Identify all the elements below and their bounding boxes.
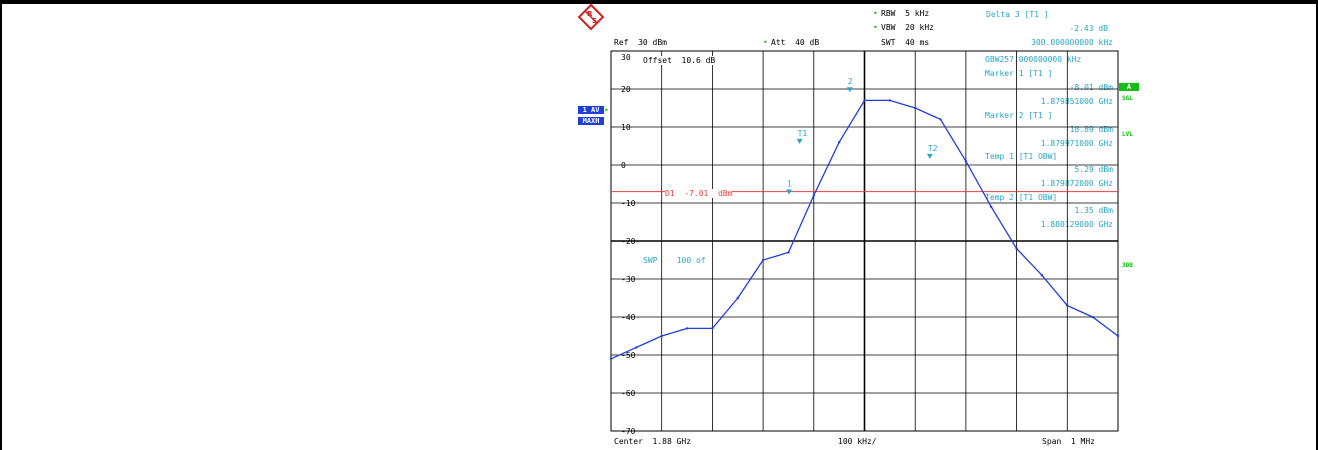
marker-symbol bbox=[926, 153, 933, 159]
vbw-label: VBW 20 kHz bbox=[881, 23, 934, 32]
markers: 2 1 T2 T1 bbox=[785, 77, 938, 195]
marker-label: 1 bbox=[787, 179, 792, 188]
trace-point bbox=[914, 106, 917, 110]
trace-dot: • bbox=[604, 106, 609, 115]
marker-label: T1 bbox=[798, 129, 808, 138]
trace-point bbox=[1040, 274, 1044, 277]
y-tick-label: 20 bbox=[621, 85, 631, 94]
grid bbox=[610, 50, 1119, 432]
trace-point bbox=[711, 327, 714, 330]
trace-point bbox=[1015, 247, 1018, 250]
readout-line: Delta 3 [T1 ] bbox=[986, 10, 1049, 19]
3db-badge: 3DB bbox=[1122, 262, 1133, 269]
rbw-dot: • bbox=[873, 9, 878, 18]
trace-point bbox=[660, 334, 663, 338]
screen-a-badge[interactable]: A bbox=[1119, 83, 1139, 91]
single-sweep-badge: SGL bbox=[1122, 95, 1133, 102]
trace-point bbox=[787, 251, 790, 254]
att-label: Att 40 dB bbox=[771, 38, 820, 47]
trace-point bbox=[609, 357, 613, 360]
frame-top-border bbox=[0, 0, 1318, 4]
sweep-count-label: SWP 100 of bbox=[643, 256, 706, 265]
trace-point bbox=[736, 296, 739, 300]
y-tick-label: -30 bbox=[621, 275, 636, 284]
svg-text:S: S bbox=[592, 17, 597, 25]
y-tick-label: -10 bbox=[621, 199, 636, 208]
display-line-label: D1 -7.01 dBm bbox=[665, 189, 733, 198]
y-tick-label: 0 bbox=[621, 161, 626, 170]
screen-a-label: A bbox=[1126, 83, 1132, 91]
frame-left-border bbox=[0, 0, 2, 450]
ref-label: Ref 30 dBm bbox=[614, 38, 667, 47]
y-tick-label: -20 bbox=[621, 237, 636, 246]
maxhold-label: MAXH bbox=[582, 117, 600, 125]
y-tick-label: -70 bbox=[621, 427, 636, 436]
frame-right-border bbox=[1316, 0, 1318, 450]
readout-line: 1.35 dBm bbox=[1074, 206, 1113, 215]
trace-point bbox=[990, 205, 993, 208]
readout-line: Temp 1 [T1 OBW] bbox=[985, 152, 1058, 161]
swt-label: SWT 40 ms bbox=[881, 38, 930, 47]
trace-point bbox=[1091, 315, 1094, 319]
trace-point bbox=[1116, 334, 1120, 338]
offset-label: Offset 10.6 dB bbox=[643, 56, 716, 65]
readout-line: Temp 2 [T1 OBW] bbox=[985, 193, 1058, 202]
level-badge: LVL bbox=[1122, 131, 1133, 138]
maxhold-badge[interactable]: MAXH bbox=[578, 117, 604, 125]
rohde-schwarz-logo: R S bbox=[578, 4, 604, 30]
marker-label: 2 bbox=[848, 77, 853, 86]
trace-point bbox=[812, 194, 815, 197]
readout-line: -8.01 dBm bbox=[1069, 83, 1113, 92]
trace-point bbox=[964, 160, 968, 163]
trace-point bbox=[635, 346, 638, 349]
readout-line: 300.000000000 kHz bbox=[1031, 38, 1113, 47]
trace bbox=[609, 99, 1120, 360]
readout-line: OBW257.000000000 kHz bbox=[985, 55, 1082, 64]
center-frequency-label: Center 1.88 GHz bbox=[614, 437, 692, 446]
marker-symbol bbox=[796, 138, 803, 144]
marker-label: T2 bbox=[928, 144, 938, 153]
y-tick-label: 10 bbox=[621, 123, 631, 132]
trace-point bbox=[888, 99, 891, 102]
readout-line: 5.29 dBm bbox=[1074, 165, 1113, 174]
trace-point bbox=[838, 141, 841, 144]
trace-point bbox=[863, 99, 866, 102]
trace-point bbox=[685, 327, 689, 330]
readout-line: 18.89 dBm bbox=[1069, 125, 1113, 134]
trace-point bbox=[761, 258, 765, 262]
span-label: Span 1 MHz bbox=[1042, 437, 1095, 446]
y-tick-label: -50 bbox=[621, 351, 636, 360]
readout-line: -2.43 dB bbox=[1069, 24, 1108, 33]
marker-symbol bbox=[785, 189, 792, 195]
trace-point bbox=[939, 118, 942, 121]
trace-mode-badge[interactable]: 1 AV bbox=[578, 106, 604, 114]
readout-line: Marker 1 [T1 ] bbox=[985, 69, 1053, 78]
trace-number-label: 1 AV bbox=[582, 106, 600, 114]
att-dot: • bbox=[763, 38, 768, 47]
y-axis-ticks: 30 20 10 0 -10 -20 -30 -40 -50 -60 -70 bbox=[621, 53, 636, 436]
division-label: 100 kHz/ bbox=[838, 437, 877, 446]
y-tick-label: -60 bbox=[621, 389, 636, 398]
marker-symbol bbox=[846, 87, 853, 93]
y-tick-label: 30 bbox=[621, 53, 631, 62]
svg-text:R: R bbox=[587, 10, 593, 18]
readout-line: Marker 2 [T1 ] bbox=[985, 111, 1053, 120]
rbw-label: RBW 5 kHz bbox=[881, 9, 930, 18]
y-tick-label: -40 bbox=[621, 313, 636, 322]
vbw-dot: • bbox=[873, 23, 878, 32]
trace-point bbox=[1066, 304, 1069, 307]
